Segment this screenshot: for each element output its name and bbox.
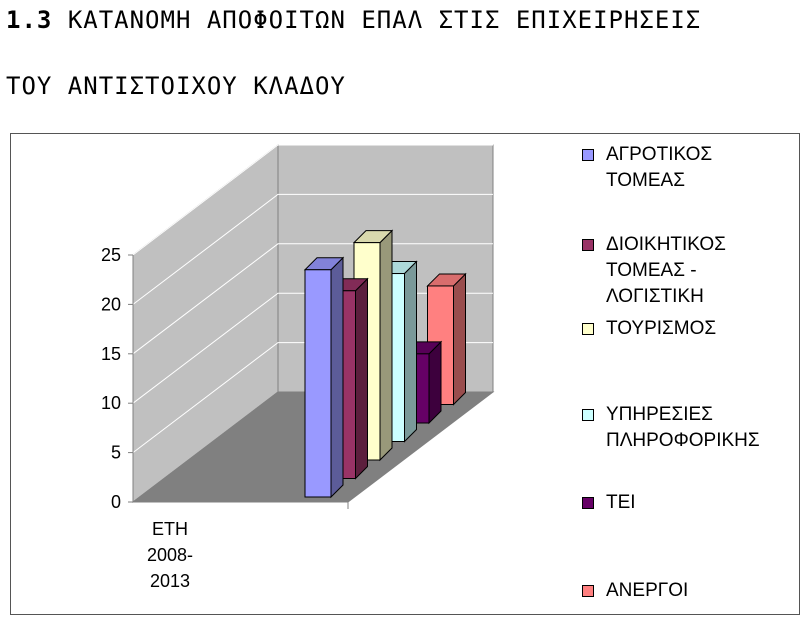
gridline — [132, 144, 493, 256]
section-number: 1.3 — [6, 6, 53, 34]
y-tick-label: 20 — [101, 294, 121, 314]
gridline — [132, 243, 493, 355]
bar-side — [453, 272, 466, 406]
bar — [304, 269, 332, 498]
y-tick-label: 25 — [101, 245, 121, 265]
bar-side — [404, 260, 417, 443]
chart-title-line-2: ΤΟΥ ΑΝΤΙΣΤΟΙΧΟΥ ΚΛΑΔΟΥ — [6, 72, 346, 100]
title-text-1: ΚΑΤΑΝΟΜΗ ΑΠΟΦΟΙΤΩΝ ΕΠΑΛ ΣΤΙΣ ΕΠΙΧΕΙΡΗΣΕΙ… — [67, 6, 702, 34]
y-tick-label: 0 — [111, 492, 121, 512]
x-category-label: ΕΤΗ 2008- 2013 — [120, 516, 220, 594]
gridline — [132, 292, 493, 404]
gridline — [132, 193, 493, 305]
x-category-label-line: 2008- — [146, 545, 194, 565]
x-category-label-line: 2013 — [149, 571, 191, 591]
chart-title-line-1: 1.3 ΚΑΤΑΝΟΜΗ ΑΠΟΦΟΙΤΩΝ ΕΠΑΛ ΣΤΙΣ ΕΠΙΧΕΙΡ… — [6, 6, 701, 34]
bar-side — [330, 256, 344, 499]
y-tick-label: 10 — [101, 393, 121, 413]
y-tick-label: 5 — [111, 443, 121, 463]
x-category-label-line: ΕΤΗ — [152, 519, 188, 539]
y-tick-label: 15 — [101, 344, 121, 364]
bar-side — [428, 340, 442, 425]
bar-side — [379, 229, 393, 462]
bar-side — [355, 277, 368, 480]
